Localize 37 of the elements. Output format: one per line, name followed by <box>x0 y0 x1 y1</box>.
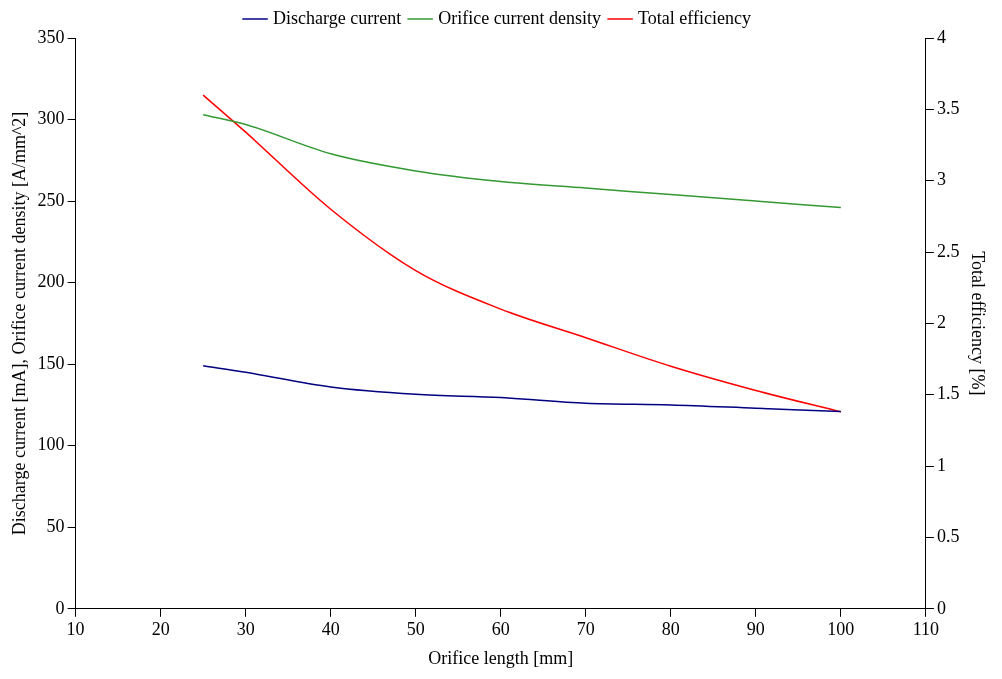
x-tick-label: 100 <box>827 619 855 640</box>
line-series <box>202 113 842 209</box>
x-tick-label: 110 <box>912 619 940 640</box>
y-tick-label: 350 <box>37 26 65 47</box>
y-tick-label: 100 <box>37 434 65 455</box>
x-tick-label: 70 <box>576 619 595 640</box>
y2-tick-label: 2 <box>936 312 946 333</box>
line-series <box>202 365 842 413</box>
y2-tick-label: 1 <box>936 454 946 475</box>
legend-label: Orifice current density <box>438 7 602 28</box>
y2-tick-label: 4 <box>936 26 946 47</box>
y-tick-label: 0 <box>55 597 65 618</box>
x-tick-label: 80 <box>661 619 680 640</box>
y2-tick-label: 3.5 <box>936 98 960 119</box>
y2-axis-title: Total efficiency [%] <box>968 251 989 396</box>
y-tick-label: 150 <box>37 352 65 373</box>
y2-tick-label: 1.5 <box>936 383 960 404</box>
legend-label: Discharge current <box>273 7 402 28</box>
line-series <box>202 94 842 413</box>
x-axis-title: Orifice length [mm] <box>428 647 574 668</box>
y-tick-label: 250 <box>37 189 65 210</box>
y-tick-label: 300 <box>37 108 65 129</box>
y-tick-label: 200 <box>37 271 65 292</box>
x-tick-label: 10 <box>66 619 85 640</box>
y2-tick-label: 2.5 <box>936 240 960 261</box>
x-tick-label: 30 <box>236 619 255 640</box>
legend-label: Total efficiency <box>638 7 751 28</box>
x-tick-label: 60 <box>491 619 510 640</box>
y-tick-label: 50 <box>46 515 65 536</box>
x-tick-label: 50 <box>406 619 425 640</box>
x-tick-label: 20 <box>151 619 170 640</box>
y-axis-title: Discharge current [mA], Orifice current density [A/mm^2] <box>8 111 29 536</box>
y2-tick-label: 0 <box>936 597 946 618</box>
y2-tick-label: 3 <box>936 169 946 190</box>
y2-tick-label: 0.5 <box>936 526 960 547</box>
x-tick-label: 40 <box>321 619 340 640</box>
x-tick-label: 90 <box>746 619 765 640</box>
